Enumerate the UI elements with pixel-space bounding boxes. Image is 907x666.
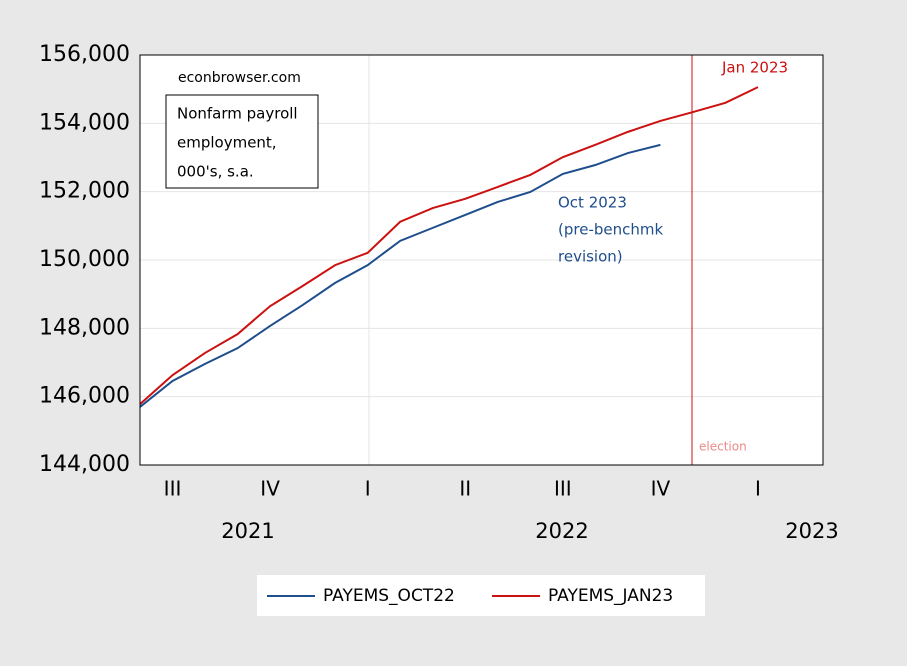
y-tick-label: 156,000	[39, 42, 130, 67]
note: Nonfarm payroll	[177, 105, 298, 123]
lines	[139, 86, 759, 408]
annotation: election	[699, 440, 747, 454]
legend-label: PAYEMS_OCT22	[323, 586, 455, 606]
x-tick-label: III	[554, 477, 572, 501]
series-line	[139, 86, 759, 405]
source: econbrowser.com	[178, 70, 301, 86]
series-line	[139, 143, 661, 408]
x-tick-label: IV	[651, 477, 671, 501]
note: employment,	[177, 134, 277, 152]
x-tick-label: I	[365, 477, 371, 501]
y-tick-label: 154,000	[39, 110, 130, 135]
annotation: (pre-benchmk	[558, 221, 663, 239]
annotation: Jan 2023	[721, 59, 788, 77]
plot-border	[139, 54, 824, 466]
y-tick-label: 152,000	[39, 179, 130, 204]
year-label: 2021	[221, 519, 274, 543]
x-tick-label: II	[459, 477, 471, 501]
year-label: 2022	[535, 519, 588, 543]
y-tick-label: 150,000	[39, 247, 130, 272]
y-tick-label: 146,000	[39, 384, 130, 409]
x-tick-label: IV	[260, 477, 280, 501]
annotation: revision)	[558, 248, 623, 266]
legend-items: PAYEMS_OCT22 PAYEMS_JAN23	[267, 586, 673, 606]
x-tick-label: I	[755, 477, 761, 501]
legend	[257, 575, 705, 616]
y-tick-label: 144,000	[39, 452, 130, 477]
legend-label: PAYEMS_JAN23	[548, 586, 673, 606]
y-tick-label: 148,000	[39, 315, 130, 340]
year-label: 2023	[785, 519, 838, 543]
x-tick-label: III	[164, 477, 182, 501]
note-box	[165, 94, 319, 189]
annotation: Oct 2023	[558, 194, 627, 212]
note: 000's, s.a.	[177, 163, 254, 181]
